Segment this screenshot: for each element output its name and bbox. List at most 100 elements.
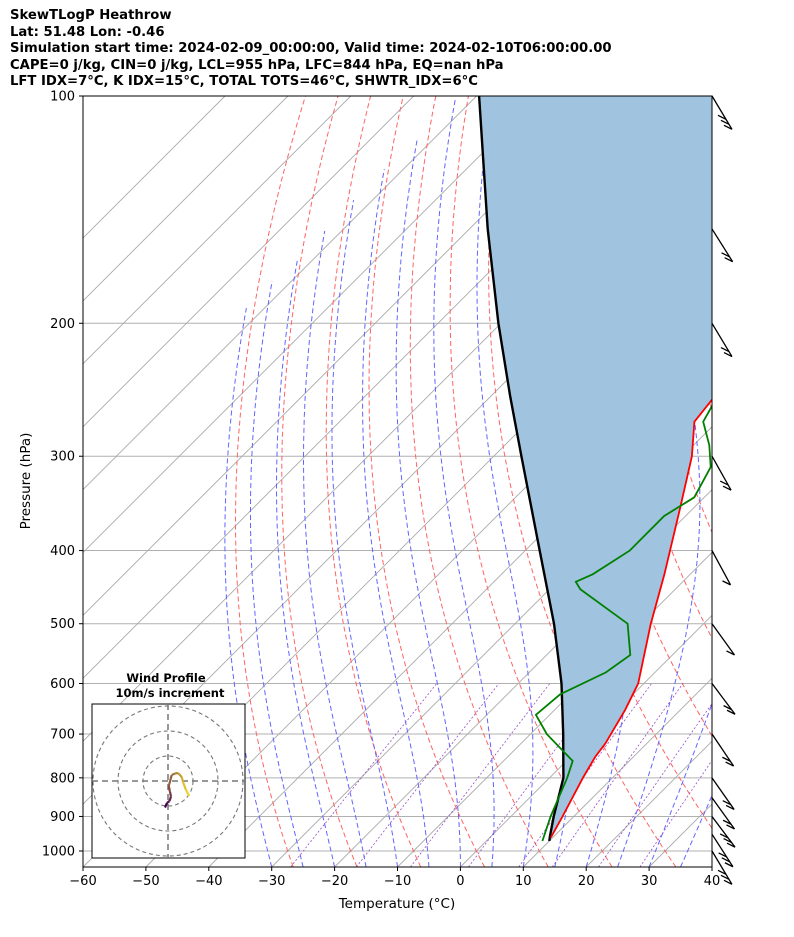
hodograph-segment <box>166 800 171 804</box>
isotherm-line <box>83 96 540 554</box>
moist-adiabat-line <box>276 257 336 867</box>
mixing-ratio-line <box>410 683 551 867</box>
wind-barb <box>711 850 733 885</box>
hodograph-segment <box>167 785 172 793</box>
hodograph-segment <box>177 772 183 778</box>
dry-adiabat-line <box>368 96 485 867</box>
stability-indices: LFT IDX=7°C, K IDX=15°C, TOTAL TOTS=46°C… <box>10 74 478 89</box>
hodograph-segment <box>181 781 188 791</box>
wind-barb-layer <box>711 95 736 885</box>
wind-barb <box>711 95 733 130</box>
cape-cin-summary: CAPE=0 j/kg, CIN=0 j/kg, LCL=955 hPa, LF… <box>10 57 504 73</box>
y-tick-label: 700 <box>50 728 75 743</box>
dry-adiabat-line <box>762 96 794 867</box>
dry-adiabat-line <box>729 96 794 867</box>
hodograph-segment <box>185 789 191 797</box>
x-tick-label: 0 <box>456 874 464 889</box>
x-axis-label: Temperature (°C) <box>338 896 456 912</box>
wind-barb <box>711 777 735 810</box>
y-tick-label: 500 <box>50 617 75 632</box>
isotherm-line <box>83 96 226 239</box>
hodograph-segment <box>163 802 169 808</box>
y-axis-label: Pressure (hPa) <box>18 433 34 530</box>
moist-adiabat-line <box>744 96 794 867</box>
moist-adiabat-line <box>249 280 304 867</box>
temperature-line <box>550 398 712 839</box>
dry-adiabat-line <box>449 96 613 867</box>
moist-adiabat-line <box>362 169 430 867</box>
y-tick-label: 300 <box>50 450 75 465</box>
isotherm-line <box>775 96 794 867</box>
wind-barb <box>711 816 736 848</box>
moist-adiabat-line <box>648 701 712 867</box>
hodograph-segment <box>171 772 176 776</box>
y-tick-label: 900 <box>50 810 75 825</box>
chart-header: SkewTLogP Heathrow Lat: 51.48 Lon: -0.46… <box>10 8 612 91</box>
parcel-profile-line <box>477 96 565 842</box>
inset-title: Wind Profile <box>126 671 206 685</box>
isotherm-line <box>83 96 477 491</box>
y-tick-label: 200 <box>50 317 75 332</box>
simulation-times: Simulation start time: 2024-02-09_00:00:… <box>10 41 612 56</box>
x-tick-label: −10 <box>384 874 411 889</box>
x-tick-label: 10 <box>515 874 532 889</box>
moist-adiabat-line <box>331 200 398 867</box>
isotherm-line <box>83 96 352 365</box>
mixing-ratio-line <box>468 683 605 867</box>
mixing-ratio-line <box>551 683 684 867</box>
x-tick-label: 40 <box>704 874 721 889</box>
x-tick-label: −20 <box>321 874 348 889</box>
hodograph-segment <box>180 776 185 783</box>
wind-barb <box>711 623 736 656</box>
wind-barb <box>711 683 736 715</box>
y-tick-label: 400 <box>50 544 75 559</box>
profile-layer <box>477 96 712 842</box>
dry-adiabat-line <box>235 96 306 867</box>
x-tick-label: −50 <box>132 874 159 889</box>
mixing-ratio-line <box>355 683 500 867</box>
x-tick-label: −40 <box>195 874 222 889</box>
wind-barb <box>711 455 732 491</box>
wind-barb <box>711 833 734 868</box>
moist-adiabat-line <box>224 307 273 867</box>
mixing-ratio-line <box>639 759 712 867</box>
mixing-ratio-line <box>290 683 438 867</box>
wind-barb <box>711 733 735 767</box>
y-tick-label: 800 <box>50 771 75 786</box>
chart-title: SkewTLogP Heathrow <box>10 8 172 23</box>
wind-barb <box>711 550 732 586</box>
x-tick-label: −30 <box>258 874 285 889</box>
moist-adiabat-line <box>303 230 367 867</box>
moist-adiabat-line <box>476 96 534 867</box>
isotherm-line <box>83 96 289 302</box>
hodograph-segment <box>168 796 173 802</box>
x-tick-label: 30 <box>641 874 658 889</box>
isotherm-line <box>83 96 415 428</box>
isotherm-line <box>83 96 603 617</box>
y-tick-label: 1000 <box>42 845 75 860</box>
wind-profile-inset: Wind Profile 10m/s increment <box>91 671 246 859</box>
isotherm-line <box>522 677 712 867</box>
dry-adiabat-line <box>281 96 358 867</box>
hodograph-segment <box>167 774 173 787</box>
wind-barb <box>711 797 736 830</box>
mixing-ratio-line <box>598 702 712 867</box>
dewpoint-line <box>534 404 712 842</box>
cape-fill-layer <box>479 96 712 841</box>
hodograph-segment <box>174 771 179 775</box>
moist-adiabat-line <box>395 138 461 867</box>
isotherm-line <box>397 551 712 867</box>
inset-subtitle: 10m/s increment <box>116 686 225 700</box>
wind-barb <box>711 228 734 263</box>
y-tick-label: 600 <box>50 677 75 692</box>
x-tick-label: −60 <box>69 874 96 889</box>
dry-adiabat-line <box>325 96 422 867</box>
moist-adiabat-line <box>433 99 495 867</box>
y-tick-label: 100 <box>50 90 75 105</box>
dry-adiabat-line <box>409 96 549 867</box>
hodograph-segment <box>168 791 173 797</box>
moist-adiabat-line <box>617 96 701 867</box>
station-coordinates: Lat: 51.48 Lon: -0.46 <box>10 24 165 40</box>
